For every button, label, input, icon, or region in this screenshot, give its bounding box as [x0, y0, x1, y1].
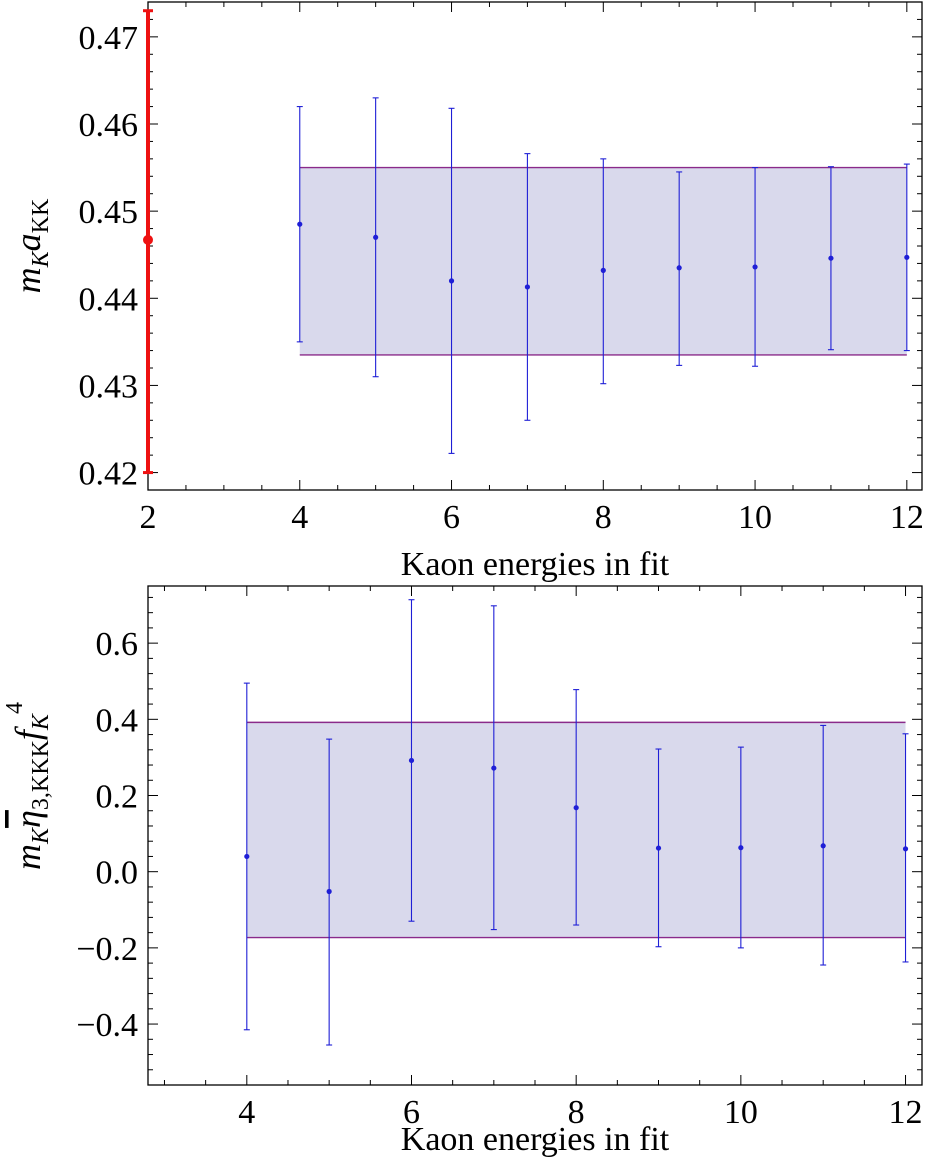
highlight-point: [143, 9, 153, 475]
ylabel-sub2: KK: [28, 198, 54, 233]
y-tick-label: 0.0: [96, 855, 139, 892]
ylabel-main: m: [8, 267, 48, 293]
chart-scattering-length: 2 4 6 8 10 12 0.42 0.43 0.44 0.45 0.46 0.47 Kaon ene…: [8, 1, 924, 583]
ylabel-main2: a: [8, 233, 48, 251]
y-tick-label: 0.45: [79, 194, 139, 231]
x-tick-label: 4: [238, 1094, 255, 1131]
point-marker: [902, 846, 909, 852]
y-tick-label: 0.43: [79, 368, 139, 405]
y-tick-label: 0.42: [79, 456, 139, 493]
ylabel-sup3: 4: [2, 702, 28, 714]
x-tick-label: 6: [443, 499, 460, 536]
x-tick-label: 10: [724, 1094, 758, 1131]
data-point: [524, 153, 531, 421]
x-tick-label: 6: [403, 1094, 420, 1131]
ylabel-main: m: [8, 844, 48, 870]
x-axis-label: Kaon energies in fit: [401, 546, 670, 583]
data-point: [820, 724, 827, 966]
data-point: [296, 106, 303, 343]
data-point: [752, 167, 759, 367]
point-marker: [752, 264, 758, 270]
x-axis-label: Kaon energies in fit: [401, 1121, 670, 1158]
point-marker: [326, 888, 332, 895]
data-point: [448, 107, 455, 454]
x-tick-label: 10: [738, 499, 772, 536]
y-axis-label: mKaKK: [8, 198, 54, 293]
point-marker: [655, 845, 662, 851]
data-point: [903, 163, 910, 352]
ylabel-sub3: K: [28, 712, 54, 731]
data-point: [573, 689, 580, 926]
point-marker: [573, 805, 579, 811]
y-tick-label: −0.2: [76, 931, 138, 968]
point-marker: [828, 255, 834, 261]
y-axis-label: mKη3,KKKfK4: [2, 702, 54, 870]
y-tick-label: 0.46: [79, 107, 139, 144]
point-marker: [297, 221, 303, 227]
y-tick-label: 0.6: [96, 626, 139, 663]
data-point: [600, 158, 607, 385]
point-marker: [738, 845, 744, 851]
data-point: [326, 738, 333, 1046]
data-point: [408, 599, 415, 922]
ylabel-main2: η: [8, 810, 48, 828]
data-point: [902, 733, 909, 963]
x-tick-label: 12: [889, 1094, 923, 1131]
data-point: [655, 748, 662, 948]
point-marker: [820, 843, 826, 849]
highlight-marker: [143, 234, 153, 245]
y-tick-label: 0.47: [79, 20, 139, 57]
point-marker: [676, 265, 682, 271]
x-tick-label: 8: [568, 1094, 585, 1131]
chart-three-body-coupling: 4 6 8 10 12 −0.4 −0.2 0.0 0.2 0.4 0.6 Kaon energies…: [2, 585, 923, 1158]
point-marker: [373, 234, 379, 240]
data-point: [827, 166, 834, 351]
y-tick-label: 0.2: [96, 779, 139, 816]
ylabel-sub2: 3,KKK: [28, 739, 54, 810]
data-point: [372, 97, 379, 378]
point-marker: [408, 757, 415, 764]
x-tick-label: 4: [291, 499, 308, 536]
y-tick-label: −0.4: [76, 1007, 138, 1044]
data-point: [676, 171, 683, 366]
y-tick-label: 0.44: [79, 281, 139, 318]
ylabel-sub: K: [28, 249, 54, 268]
point-marker: [448, 278, 455, 284]
data-point: [490, 605, 497, 931]
x-tick-label: 12: [890, 499, 924, 536]
ylabel-sub: K: [28, 826, 54, 845]
point-marker: [600, 267, 606, 273]
x-tick-label: 8: [595, 499, 612, 536]
data-point: [243, 682, 250, 1031]
y-tick-label: 0.4: [96, 702, 139, 739]
x-tick-label: 2: [140, 499, 157, 536]
point-marker: [244, 853, 250, 860]
point-marker: [524, 284, 531, 290]
data-point: [737, 746, 744, 949]
point-marker: [491, 765, 497, 771]
point-marker: [904, 254, 910, 260]
